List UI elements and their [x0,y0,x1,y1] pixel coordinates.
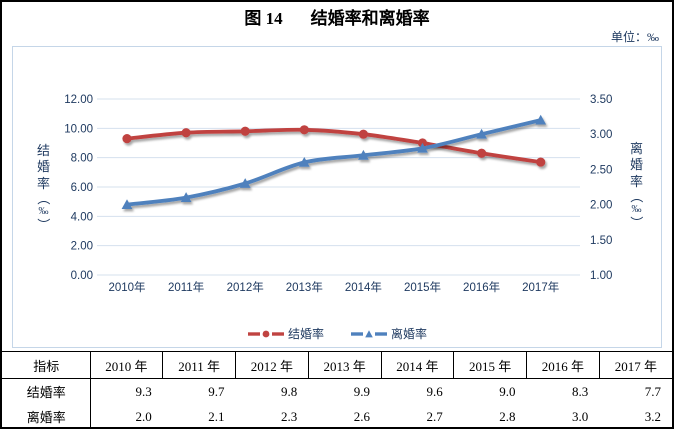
axis-title-char: 率 [37,175,51,191]
left-axis-tick-label: 10.00 [64,123,93,135]
axis-title-char: 婚 [629,157,643,173]
right-axis-tick-label: 1.50 [590,235,612,247]
x-axis-tick-label: 2016年 [463,280,500,294]
table-header-cell: 指标 [2,351,91,379]
axis-title-char: ） [628,215,644,229]
legend-label: 结婚率 [287,327,324,341]
table-header-cell: 2015 年 [453,351,527,379]
divorce-rate-marker [476,128,487,139]
value-cell: 3.2 [599,404,672,427]
right-axis-tick-label: 3.00 [590,129,612,141]
value-cell: 9.6 [426,383,443,399]
marriage-rate-line [125,127,543,164]
axis-title-char: 离 [629,141,643,156]
value-cell: 2.0 [90,404,163,427]
divorce-rate-marker [121,199,133,209]
axis-title-char: 结 [37,143,51,158]
value-cell: 3.0 [526,404,600,427]
axis-title-char: ‰ [38,205,49,217]
marriage-rate-marker [299,125,309,135]
left-axis-tick-label: 2.00 [71,241,93,253]
x-axis-tick-label: 2012年 [227,280,264,294]
table-header-cell: 2010 年 [89,351,163,379]
chart-legend: 结婚率 离婚率 [13,325,661,342]
right-axis-tick-label: 1.00 [590,270,612,282]
divorce-rate-marker [239,178,251,188]
divorce-rate-series [121,114,547,209]
left-axis-tick-label: 0.00 [71,270,93,282]
x-axis-tick-label: 2010年 [108,280,145,294]
value-cell: 9.0 [499,383,516,399]
legend-item-marriage-rate: 结婚率 [247,325,324,342]
divorce-rate-marker [417,142,428,153]
marriage-rate-marker [358,129,368,139]
chart-area: 0.00 2.00 4.00 6.00 8.00 10.00 12.00 1.00 1.50 2.… [12,46,662,348]
x-axis-tick-label: 2013年 [286,280,323,294]
value-cell: 7.7 [644,383,661,399]
marriage-rate-marker [122,134,132,144]
value-cell: 2.8 [453,404,527,427]
value-cell: 2.7 [381,404,454,427]
axis-title-char: ） [36,217,52,231]
marriage-rate-legend-marker [247,330,284,337]
divorce-rate-marker [180,192,192,202]
row-label-cell: 离婚率 [2,404,91,427]
table-header-cell: 2012 年 [235,351,309,379]
table-row: 结婚率 9.3 9.7 9.8 9.9 9.6 9.0 8.3 7.7 [2,378,672,404]
figure-number: 图 14 [244,9,283,28]
axis-title-char: ‰ [631,203,642,215]
left-axis-tick-label: 4.00 [71,211,93,223]
left-axis-title: 结婚率（‰） [36,143,52,231]
table-header-row: 指标 2010 年 2011 年 2012 年 2013 年 2014 年 2015 年 20… [2,351,672,379]
axis-title-char: （ [628,189,644,203]
value-cell: 9.8 [281,383,298,399]
marriage-rate-marker [240,126,250,136]
marriage-rate-marker [477,148,487,158]
table-header-cell: 2011 年 [162,351,236,379]
table-row: 离婚率 2.0 2.1 2.3 2.6 2.7 2.8 3.0 3.2 [2,404,672,427]
divorce-rate-legend-marker [351,329,387,337]
axis-title-char: 率 [629,173,643,189]
left-axis-tick-label: 8.00 [71,153,93,165]
value-cell: 2.6 [308,404,381,427]
unit-label: 单位：‰ [610,30,659,44]
axis-title-char: 婚 [37,159,51,175]
value-cell: 9.3 [135,383,152,399]
value-cell: 2.3 [235,404,309,427]
right-axis-tick-label: 3.50 [590,94,612,106]
row-label-cell: 结婚率 [2,378,91,404]
table-header-cell: 2014 年 [380,351,454,379]
x-axis-tick-label: 2015年 [404,280,441,294]
legend-label: 离婚率 [391,327,428,341]
x-axis-tick-label: 2014年 [345,280,382,294]
divorce-rate-marker [358,149,369,160]
right-axis-title: 离婚率（‰） [628,141,644,229]
value-cell: 9.7 [208,383,225,399]
line-chart: 0.00 2.00 4.00 6.00 8.00 10.00 12.00 1.00 1.50 2.… [64,94,612,294]
axis-title-char: （ [36,191,52,205]
figure-name: 结婚率和离婚率 [310,9,430,28]
data-table: 指标 2010 年 2011 年 2012 年 2013 年 2014 年 2015 年 20… [2,351,672,427]
right-axis-tick-label: 2.50 [590,164,612,176]
table-header-cell: 2016 年 [526,351,600,379]
marriage-rate-marker [536,157,546,167]
marriage-rate-series [122,125,546,167]
legend-item-divorce-rate: 离婚率 [350,325,427,342]
value-cell: 2.1 [162,404,236,427]
table-header-cell: 2013 年 [307,351,381,379]
left-axis-tick-label: 12.00 [64,94,93,106]
divorce-rate-line [125,118,543,207]
marriage-rate-marker [181,128,191,138]
divorce-rate-marker [535,114,547,125]
x-axis-tick-label: 2017年 [522,280,559,294]
table-header-cell: 2017 年 [598,351,672,379]
divorce-rate-marker [298,156,310,167]
x-axis-tick-label: 2011年 [168,280,204,294]
left-axis-tick-label: 6.00 [71,182,93,194]
value-cell: 9.9 [353,383,370,399]
figure-title: 图 14 结婚率和离婚率 [2,2,672,30]
right-axis-tick-label: 2.00 [590,200,612,212]
value-cell: 8.3 [572,383,589,399]
